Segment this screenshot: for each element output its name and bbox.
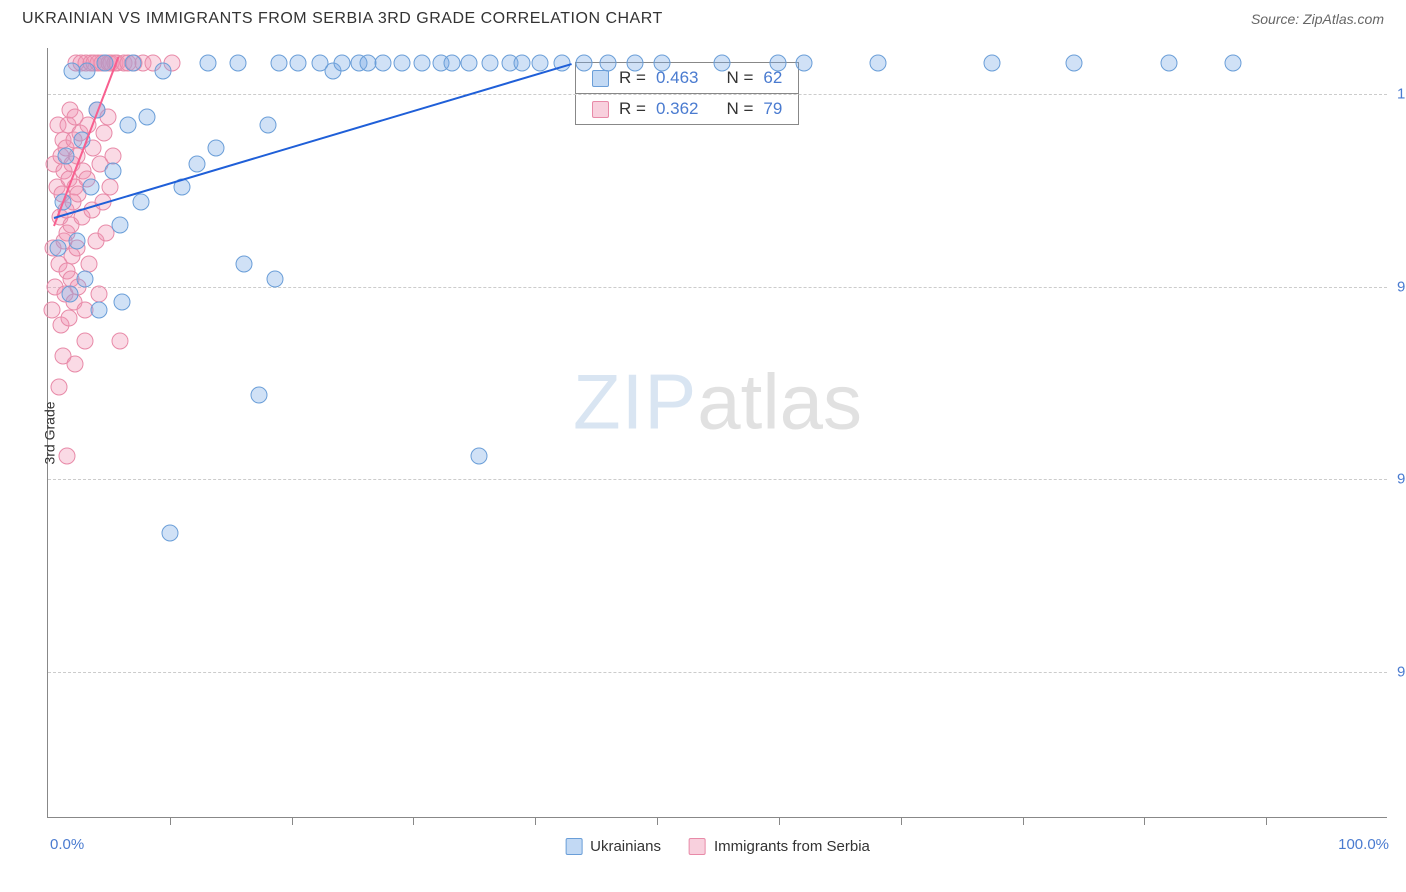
point-blue	[413, 55, 430, 72]
point-blue	[69, 232, 86, 249]
point-pink	[96, 124, 113, 141]
point-blue	[58, 147, 75, 164]
point-blue	[188, 155, 205, 172]
point-blue	[271, 55, 288, 72]
legend-item: Immigrants from Serbia	[689, 838, 870, 855]
point-blue	[82, 178, 99, 195]
swatch-pink	[689, 838, 706, 855]
point-blue	[1065, 55, 1082, 72]
legend-label: Ukrainians	[590, 838, 661, 855]
point-blue	[653, 55, 670, 72]
legend-item: Ukrainians	[565, 838, 661, 855]
point-blue	[984, 55, 1001, 72]
trendline-blue	[54, 63, 572, 219]
x-tick	[779, 817, 780, 825]
n-label: N =	[726, 68, 753, 88]
r-value: 0.362	[656, 99, 699, 119]
point-blue	[61, 286, 78, 303]
chart-title: UKRAINIAN VS IMMIGRANTS FROM SERBIA 3RD …	[22, 10, 663, 28]
point-blue	[154, 63, 171, 80]
x-tick	[657, 817, 658, 825]
point-blue	[266, 271, 283, 288]
point-blue	[333, 55, 350, 72]
gridline	[48, 94, 1387, 95]
point-blue	[394, 55, 411, 72]
legend-label: Immigrants from Serbia	[714, 838, 870, 855]
point-blue	[461, 55, 478, 72]
n-value: 79	[763, 99, 782, 119]
y-tick-label: 100.0%	[1389, 86, 1406, 103]
gridline	[48, 287, 1387, 288]
point-pink	[76, 332, 93, 349]
x-axis-max-label: 100.0%	[1338, 836, 1389, 853]
point-blue	[236, 255, 253, 272]
source-label: Source: ZipAtlas.com	[1251, 11, 1384, 27]
x-tick	[1144, 817, 1145, 825]
x-tick	[292, 817, 293, 825]
point-blue	[49, 240, 66, 257]
point-blue	[230, 55, 247, 72]
y-axis-title: 3rd Grade	[42, 401, 58, 464]
point-blue	[769, 55, 786, 72]
point-blue	[375, 55, 392, 72]
point-blue	[91, 301, 108, 318]
point-blue	[208, 140, 225, 157]
point-blue	[627, 55, 644, 72]
y-tick-label: 92.5%	[1389, 663, 1406, 680]
point-blue	[120, 117, 137, 134]
point-blue	[513, 55, 530, 72]
x-tick	[535, 817, 536, 825]
point-blue	[161, 525, 178, 542]
point-blue	[1160, 55, 1177, 72]
r-label: R =	[619, 99, 646, 119]
x-tick	[1266, 817, 1267, 825]
point-blue	[600, 55, 617, 72]
point-blue	[444, 55, 461, 72]
point-blue	[76, 271, 93, 288]
point-blue	[713, 55, 730, 72]
scatter-chart: 3rd Grade ZIPatlas 0.0% 100.0% R =0.463N…	[47, 48, 1387, 818]
gridline	[48, 479, 1387, 480]
point-blue	[471, 448, 488, 465]
point-blue	[482, 55, 499, 72]
x-tick	[901, 817, 902, 825]
point-blue	[138, 109, 155, 126]
point-blue	[869, 55, 886, 72]
swatch-pink	[592, 101, 609, 118]
point-blue	[114, 294, 131, 311]
point-blue	[289, 55, 306, 72]
x-tick	[1023, 817, 1024, 825]
swatch-blue	[565, 838, 582, 855]
y-tick-label: 95.0%	[1389, 471, 1406, 488]
point-blue	[260, 117, 277, 134]
point-blue	[576, 55, 593, 72]
point-blue	[199, 55, 216, 72]
x-tick	[170, 817, 171, 825]
n-label: N =	[726, 99, 753, 119]
point-pink	[50, 378, 67, 395]
point-pink	[59, 448, 76, 465]
x-axis-min-label: 0.0%	[50, 836, 84, 853]
y-tick-label: 97.5%	[1389, 278, 1406, 295]
point-blue	[125, 55, 142, 72]
point-blue	[111, 217, 128, 234]
swatch-blue	[592, 70, 609, 87]
point-blue	[104, 163, 121, 180]
point-pink	[60, 309, 77, 326]
point-blue	[132, 194, 149, 211]
point-pink	[102, 178, 119, 195]
x-tick	[413, 817, 414, 825]
point-pink	[43, 301, 60, 318]
point-blue	[97, 55, 114, 72]
gridline	[48, 672, 1387, 673]
watermark: ZIPatlas	[573, 356, 862, 447]
stats-row: R = 0.362 N = 79	[576, 93, 798, 124]
legend: Ukrainians Immigrants from Serbia	[565, 838, 870, 855]
point-blue	[250, 386, 267, 403]
point-pink	[111, 332, 128, 349]
point-blue	[1225, 55, 1242, 72]
point-blue	[796, 55, 813, 72]
point-blue	[78, 63, 95, 80]
point-pink	[66, 355, 83, 372]
